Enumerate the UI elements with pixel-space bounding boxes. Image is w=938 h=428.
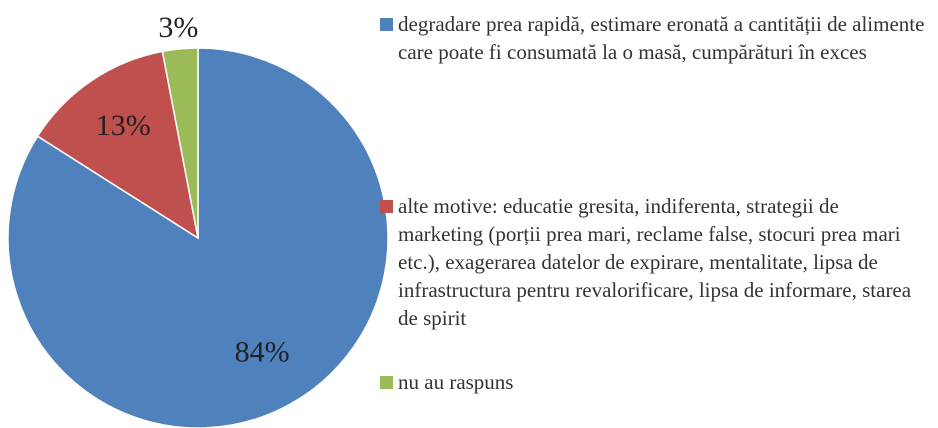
legend-swatch (380, 376, 393, 389)
legend-label: alte motive: educatie gresita, indiferen… (398, 194, 912, 330)
data-label: 3% (158, 11, 198, 44)
legend-item: alte motive: educatie gresita, indiferen… (380, 192, 928, 332)
legend-swatch (380, 200, 393, 213)
pie-slice (161, 47, 199, 239)
chart: 84% 13% 3% (7, 11, 389, 428)
legend-label: nu au raspuns (398, 370, 514, 394)
data-label: 84% (235, 335, 290, 368)
pie-slice (36, 50, 200, 240)
legend-label: degradare prea rapidă, estimare eronată … (398, 12, 925, 64)
legend-item: degradare prea rapidă, estimare eronată … (380, 10, 928, 66)
legend-swatch (380, 18, 393, 31)
legend-item: nu au raspuns (380, 368, 928, 396)
data-label: 13% (96, 109, 151, 142)
